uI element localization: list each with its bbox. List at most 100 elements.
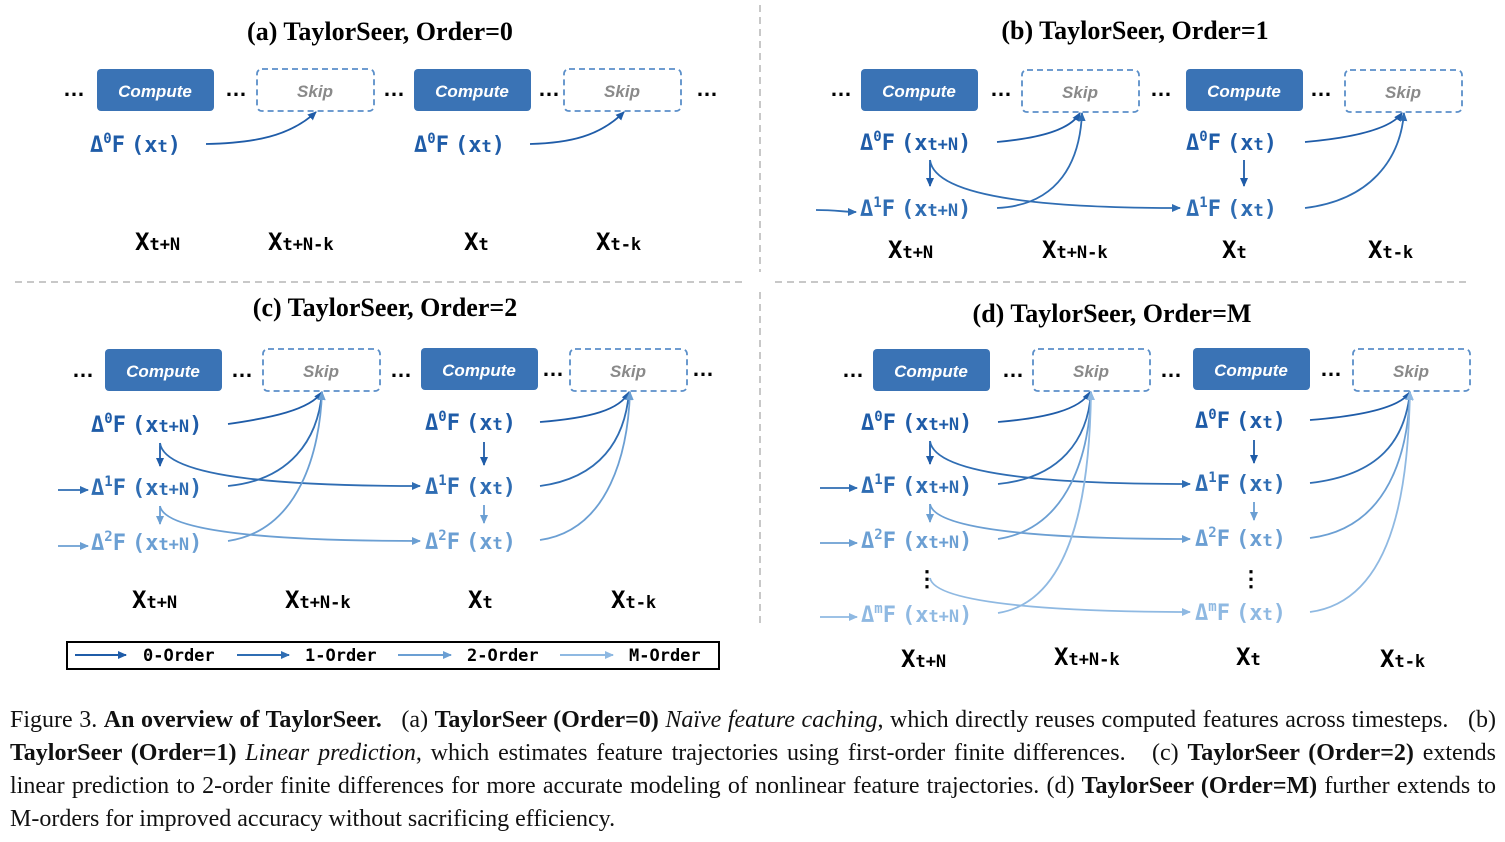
compute-block [421, 348, 538, 390]
order1-arrows [820, 391, 1414, 492]
skip-label: Skip [1393, 362, 1429, 381]
skip-block [1032, 348, 1151, 392]
order0-arrows [156, 391, 630, 467]
timestep-label: Xt+N [901, 645, 946, 673]
delta2-label: Δ2F (xt) [1195, 525, 1286, 552]
ellipsis: … [830, 76, 852, 101]
caption-a-text: , which directly reuses computed feature… [877, 707, 1449, 733]
delta0-label: Δ0F (xt+N) [861, 409, 972, 436]
timestep-label: Xt [468, 586, 493, 614]
panel-b-title: (b) TaylorSeer, Order=1 [1001, 16, 1268, 45]
order0-arrow [205, 111, 317, 145]
delta1-label: Δ1F (xt) [425, 473, 516, 500]
compute-block [1186, 69, 1303, 111]
ellipsis: … [842, 357, 864, 382]
compute-block [873, 349, 990, 391]
vertical-ellipsis: ⋮ [1240, 566, 1262, 591]
orderm-arrows [820, 391, 1414, 621]
ellipsis: … [225, 76, 247, 101]
ellipsis: … [1310, 76, 1332, 101]
skip-block [262, 348, 381, 392]
ellipsis: … [692, 356, 714, 381]
vertical-ellipsis: ⋮ [916, 566, 938, 591]
compute-label: Compute [442, 361, 516, 380]
caption-d-text: further extends to M-orders for improved… [10, 773, 1497, 832]
delta2-label: Δ2F (xt+N) [91, 529, 202, 556]
ellipsis: … [231, 357, 253, 382]
ellipsis: … [542, 356, 564, 381]
caption-heading: An overview of TaylorSeer. [103, 707, 382, 733]
skip-block [563, 68, 682, 112]
ellipsis: … [696, 76, 718, 101]
order0-arrow [529, 111, 625, 145]
caption-b-bold: TaylorSeer (Order=1) [10, 740, 237, 766]
caption-c-text: extends linear prediction to 2-order fin… [10, 740, 1497, 799]
delta0-label: Δ0F (xt+N) [860, 129, 971, 156]
timestep-label: Xt-k [1380, 645, 1425, 673]
panel-b: (b) TaylorSeer, Order=1 … Compute … Skip… [815, 16, 1463, 264]
compute-label: Compute [1207, 82, 1281, 101]
legend-label-m: M-Order [629, 646, 701, 666]
deltam-label: ΔmF (xt+N) [861, 601, 972, 628]
order1-arrows [815, 112, 1408, 216]
timestep-label: Xt+N [888, 236, 933, 264]
ellipsis: … [538, 76, 560, 101]
skip-label: Skip [1385, 83, 1421, 102]
compute-label: Compute [882, 82, 956, 101]
timestep-label: Xt-k [611, 586, 656, 614]
ellipsis: … [1150, 76, 1172, 101]
timestep-label: Xt [1222, 236, 1247, 264]
delta0-label: Δ0F (xt) [425, 409, 516, 436]
delta1-label: Δ1F (xt) [1186, 195, 1277, 222]
compute-label: Compute [1214, 361, 1288, 380]
caption-d-bold: TaylorSeer (Order=M) [1081, 773, 1318, 799]
delta1-label: Δ1F (xt+N) [861, 472, 972, 499]
panel-a: (a) TaylorSeer, Order=0 … Compute … Skip… [63, 17, 718, 256]
compute-label: Compute [894, 362, 968, 381]
panel-d: (d) TaylorSeer, Order=M … Compute … Skip… [819, 299, 1471, 673]
timestep-label: Xt [464, 228, 489, 256]
compute-block [861, 69, 978, 111]
compute-block [97, 69, 214, 111]
figure-caption: Figure 3. An overview of TaylorSeer. (a)… [10, 704, 1496, 836]
delta0-label: Δ0F (xt) [90, 131, 181, 158]
ellipsis: … [390, 357, 412, 382]
delta1-label: Δ1F (xt+N) [91, 474, 202, 501]
timestep-label: Xt+N-k [285, 586, 351, 614]
delta0-label: Δ0F (xt) [414, 131, 505, 158]
skip-block [1352, 348, 1471, 392]
skip-label: Skip [610, 362, 646, 381]
compute-block [414, 69, 531, 111]
ellipsis: … [72, 357, 94, 382]
timestep-label: Xt+N-k [268, 228, 334, 256]
skip-block [256, 68, 375, 112]
legend: 0-Order 1-Order 2-Order M-Order [66, 641, 720, 670]
caption-a-label: (a) [401, 707, 429, 733]
caption-a-bold: TaylorSeer (Order=0) [434, 707, 659, 733]
skip-label: Skip [297, 82, 333, 101]
skip-label: Skip [1062, 83, 1098, 102]
timestep-label: Xt+N-k [1042, 236, 1108, 264]
skip-block [1021, 69, 1140, 113]
compute-label: Compute [118, 82, 192, 101]
legend-label-1: 1-Order [305, 646, 377, 666]
delta0-label: Δ0F (xt) [1195, 407, 1286, 434]
delta1-label: Δ1F (xt) [1195, 470, 1286, 497]
caption-c-label: (c) [1152, 740, 1179, 766]
skip-block [569, 348, 688, 392]
panel-c: (c) TaylorSeer, Order=2 … Compute … Skip… [58, 293, 720, 670]
caption-a-italic: Naïve feature caching [665, 707, 878, 733]
compute-block [1193, 348, 1310, 390]
caption-c-bold: TaylorSeer (Order=2) [1187, 740, 1414, 766]
timestep-label: Xt+N [135, 228, 180, 256]
panel-a-title: (a) TaylorSeer, Order=0 [247, 17, 513, 46]
delta2-label: Δ2F (xt) [425, 528, 516, 555]
legend-label-0: 0-Order [143, 646, 215, 666]
order0-arrows [926, 112, 1403, 187]
deltam-label: ΔmF (xt) [1195, 599, 1286, 626]
panel-c-title: (c) TaylorSeer, Order=2 [253, 293, 517, 322]
compute-block [105, 349, 222, 391]
panel-d-title: (d) TaylorSeer, Order=M [973, 299, 1252, 328]
skip-label: Skip [1073, 362, 1109, 381]
delta0-label: Δ0F (xt) [1186, 129, 1277, 156]
